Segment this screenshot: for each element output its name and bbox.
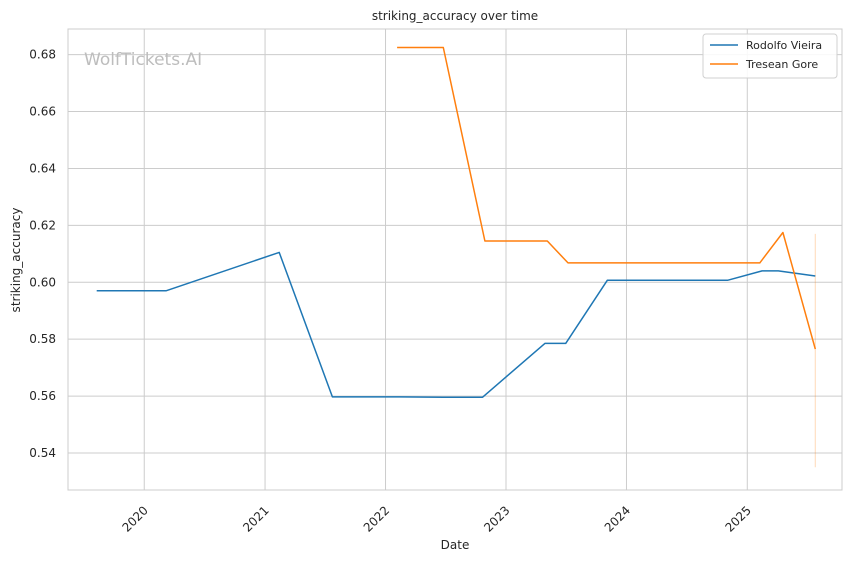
y-tick-label: 0.64 <box>29 161 56 175</box>
legend: Rodolfo Vieira Tresean Gore <box>702 33 838 79</box>
plot-frame <box>67 28 843 491</box>
legend-label-rodolfo-vieira: Rodolfo Vieira <box>746 39 822 52</box>
watermark: WolfTickets.AI <box>84 50 202 70</box>
y-tick-label: 0.66 <box>29 105 56 119</box>
y-axis-label: striking_accuracy <box>9 208 23 313</box>
grid <box>68 29 842 490</box>
y-tick-label: 0.60 <box>29 275 56 289</box>
legend-label-tresean-gore: Tresean Gore <box>745 58 818 71</box>
x-axis-label: Date <box>441 538 470 552</box>
y-tick-label: 0.68 <box>29 48 56 62</box>
chart-title: striking_accuracy over time <box>372 9 538 23</box>
y-tick-label: 0.58 <box>29 332 56 346</box>
series-line-rodolfo-vieira <box>96 251 816 398</box>
series-line-tresean-gore <box>397 46 817 350</box>
y-tick-label: 0.56 <box>29 389 56 403</box>
y-tick-label: 0.62 <box>29 218 56 232</box>
y-tick-labels: 0.54 0.56 0.58 0.60 0.62 0.64 0.66 0.68 <box>29 48 56 460</box>
y-tick-label: 0.54 <box>29 446 56 460</box>
series-layer <box>96 46 817 398</box>
